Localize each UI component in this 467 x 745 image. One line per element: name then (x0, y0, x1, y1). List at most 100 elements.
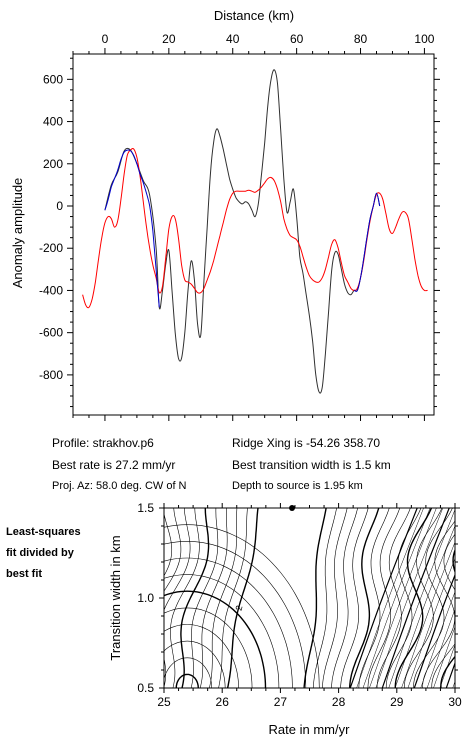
top-data-series (82, 69, 428, 394)
contour-line (369, 508, 437, 688)
rate-tick-label: 26 (216, 695, 230, 709)
contour-line (170, 508, 200, 688)
contour-line (431, 533, 455, 688)
misfit-contours (164, 508, 467, 688)
contour-line (331, 508, 358, 688)
contour-line (356, 508, 424, 688)
contour-line (190, 508, 219, 688)
side-note-line-2: fit divided by (6, 547, 75, 559)
contour-line (322, 508, 348, 688)
proj-az-text: Proj. Az: 58.0 deg. CW of N (52, 480, 187, 492)
contour-line (394, 525, 455, 688)
best-rate-text: Best rate is 27.2 mm/yr (52, 458, 175, 472)
contour-line (349, 508, 380, 688)
contour-line (420, 591, 455, 688)
misfit-contour-chart: 25 26 27 28 29 30 1.5 1.0 0.5 2 Rate in mm/yr Tr… (108, 501, 467, 737)
contour-line (164, 607, 253, 688)
y-tick-label: -600 (39, 326, 63, 340)
contour-line (209, 508, 238, 688)
series-line-1 (82, 148, 428, 309)
contour-line (164, 508, 191, 688)
best-width-text: Best transition width is 1.5 km (232, 458, 391, 472)
contour-line (362, 508, 431, 688)
anomaly-profile-chart: 0 20 40 60 80 100 600 400 200 0 -200 -400 -600 -800 D… (10, 8, 440, 421)
rate-tick-label: 30 (448, 695, 462, 709)
top-axis-ticks: 0 20 40 60 80 100 600 400 200 0 -200 -400 -600 -800 (39, 32, 440, 421)
rate-tick-label: 29 (390, 695, 404, 709)
top-x-tick-label: 60 (290, 32, 304, 46)
bottom-y-axis-label: Transition width in km (108, 535, 123, 660)
y-tick-label: 0 (56, 199, 63, 213)
ridge-xing-text: Ridge Xing is -54.26 358.70 (232, 436, 380, 450)
contour-line (180, 508, 210, 688)
contour-line (303, 508, 327, 688)
contour-line (388, 508, 455, 688)
y-tick-label: 200 (43, 157, 63, 171)
y-tick-label: -800 (39, 368, 63, 382)
top-x-tick-label: 20 (162, 32, 176, 46)
contour-line (440, 548, 455, 688)
contour-line (164, 590, 267, 688)
y-tick-label: -200 (39, 241, 63, 255)
y-tick-label: 400 (43, 115, 63, 129)
top-x-tick-label: 80 (354, 32, 368, 46)
y-tick-label: 600 (43, 72, 63, 86)
rate-tick-label: 25 (157, 695, 171, 709)
contour-label: 2 (234, 604, 245, 611)
depth-text: Depth to source is 1.95 km (232, 480, 363, 492)
profile-text: Profile: strakhov.p6 (52, 436, 154, 450)
contour-line (164, 508, 182, 592)
info-block: Profile: strakhov.p6 Best rate is 27.2 m… (52, 436, 391, 492)
contour-line (404, 508, 443, 688)
contour-line (164, 624, 239, 688)
width-tick-label: 1.5 (137, 501, 154, 515)
bottom-x-axis-label: Rate in mm/yr (269, 722, 351, 737)
side-note-line-3: best fit (6, 568, 42, 580)
contour-line (164, 557, 293, 688)
contour-line (340, 508, 369, 688)
contour-line (164, 540, 307, 688)
contour-line (413, 573, 455, 688)
side-note: Least-squares fit divided by best fit (6, 526, 81, 580)
series-line-0 (104, 69, 381, 394)
best-fit-point (289, 505, 296, 511)
contour-line (445, 661, 455, 688)
series-line-3 (353, 192, 381, 292)
contour-line (175, 673, 199, 688)
contour-line (164, 511, 173, 577)
contour-line (439, 644, 455, 688)
contour-line (218, 508, 248, 688)
contour-line (381, 508, 450, 688)
width-tick-label: 0.5 (137, 681, 154, 695)
contour-line (226, 508, 259, 688)
contour-line (375, 508, 444, 688)
contour-line (426, 608, 455, 688)
top-y-axis-label: Anomaly amplitude (10, 178, 25, 289)
top-x-axis-label: Distance (km) (214, 8, 294, 23)
contour-line (401, 541, 455, 688)
contour-line (422, 520, 455, 688)
series-line-2 (104, 149, 160, 308)
y-tick-label: -400 (39, 283, 63, 297)
top-plot-frame (72, 53, 435, 416)
top-x-tick-label: 100 (414, 32, 434, 46)
contour-line (164, 524, 320, 688)
width-tick-label: 1.0 (137, 591, 154, 605)
top-x-tick-label: 40 (226, 32, 240, 46)
contour-line (164, 640, 226, 688)
top-x-tick-label: 0 (102, 32, 109, 46)
rate-tick-label: 28 (332, 695, 346, 709)
contour-line (358, 508, 390, 688)
rate-tick-label: 27 (274, 695, 288, 709)
contour-line (164, 657, 212, 688)
contour-line (312, 508, 337, 688)
side-note-line-1: Least-squares (6, 526, 81, 538)
contour-line (164, 574, 280, 688)
contour-line (407, 557, 455, 688)
bottom-axis-ticks: 25 26 27 28 29 30 1.5 1.0 0.5 (137, 501, 462, 709)
contour-line (433, 626, 455, 688)
contour-line (367, 508, 401, 688)
contour-line (349, 508, 418, 688)
contour-line (459, 508, 467, 688)
